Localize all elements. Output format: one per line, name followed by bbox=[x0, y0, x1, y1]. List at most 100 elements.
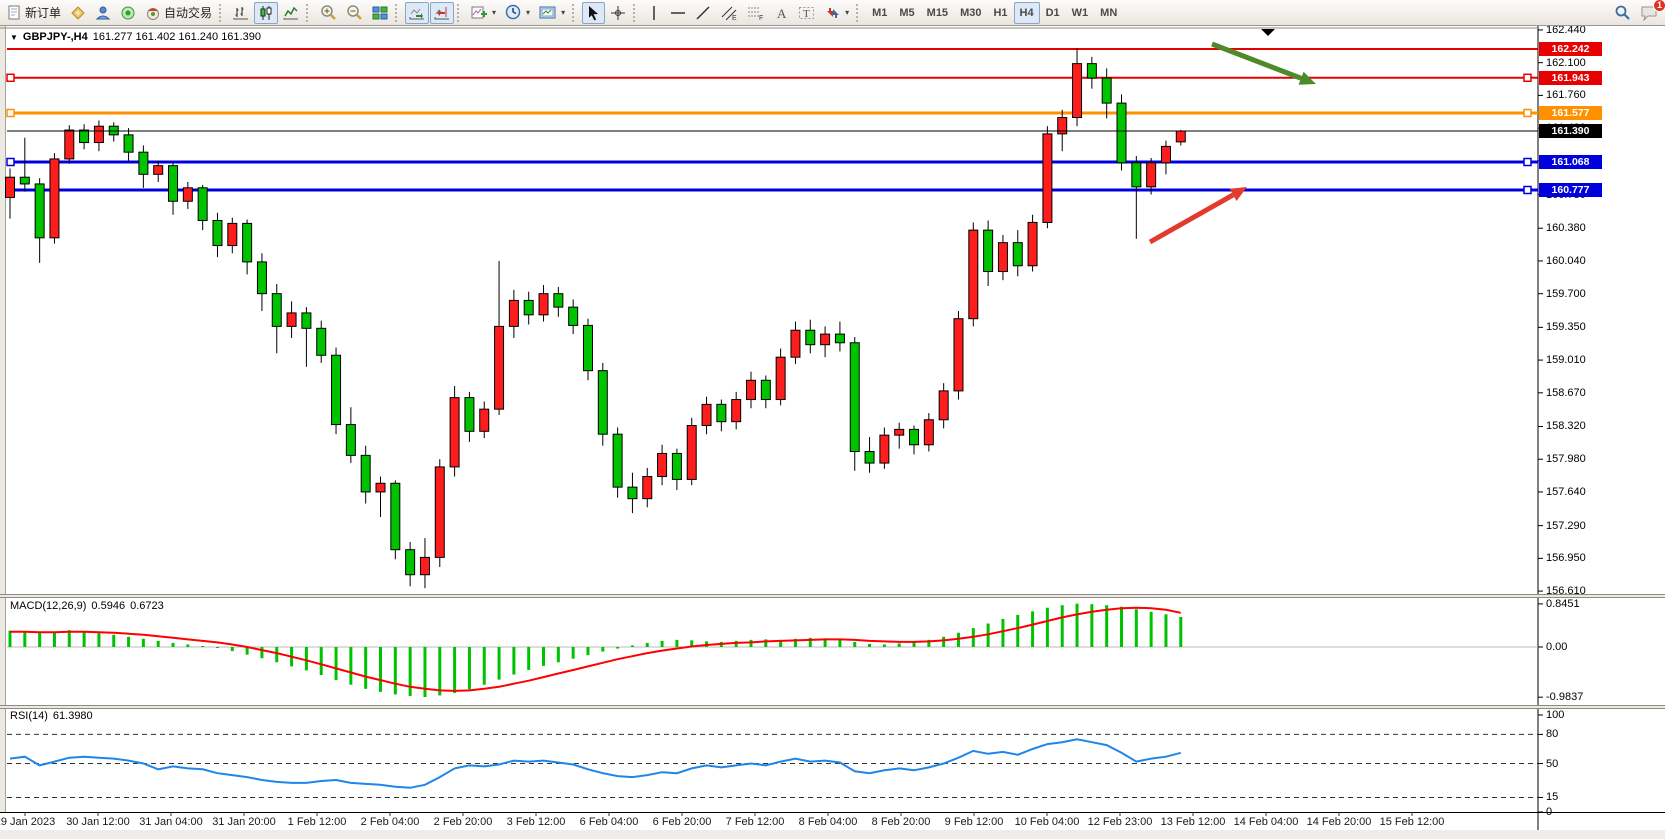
candle bbox=[997, 242, 1008, 273]
toolbar-separator bbox=[856, 3, 862, 22]
price-tick-label: 161.760 bbox=[1546, 89, 1586, 102]
auto-trading-label: 自动交易 bbox=[164, 6, 213, 20]
window-left-edge bbox=[0, 26, 6, 830]
timeframe-button-MN[interactable]: MN bbox=[1094, 2, 1123, 24]
candle bbox=[568, 306, 579, 326]
candle bbox=[1101, 77, 1112, 104]
line-handle[interactable] bbox=[1523, 108, 1532, 118]
tile-windows-button[interactable] bbox=[368, 2, 392, 24]
line-handle[interactable] bbox=[6, 108, 15, 118]
profile-button[interactable] bbox=[91, 2, 115, 24]
period-button[interactable]: ▾ bbox=[501, 2, 534, 24]
timeframe-button-M5[interactable]: M5 bbox=[893, 2, 920, 24]
candle bbox=[508, 299, 519, 327]
red-arrow[interactable] bbox=[1148, 192, 1235, 245]
chat-button[interactable]: 1 bbox=[1636, 0, 1665, 24]
new-order-button[interactable]: 新订单 bbox=[3, 2, 65, 24]
chart-shift-marker[interactable] bbox=[1261, 29, 1275, 36]
arrows-button[interactable]: ▾ bbox=[820, 2, 853, 24]
auto-trading-icon bbox=[147, 7, 160, 20]
symbol-timeframe-label: GBPJPY-,H4 bbox=[22, 31, 88, 43]
zoom-in-button[interactable] bbox=[316, 2, 341, 24]
candle bbox=[34, 183, 45, 239]
journal-button[interactable] bbox=[66, 2, 90, 24]
collapse-arrow-icon[interactable]: ▼ bbox=[10, 32, 18, 42]
candle bbox=[1086, 63, 1097, 79]
search-button[interactable] bbox=[1610, 2, 1635, 24]
indicators-button[interactable]: ▾ bbox=[467, 2, 500, 24]
auto-trading-button[interactable]: 自动交易 bbox=[141, 2, 216, 24]
candle bbox=[627, 486, 638, 500]
text-button[interactable]: A bbox=[770, 2, 793, 24]
macd-main-value: 0.5946 bbox=[91, 600, 126, 612]
date-label: 30 Jan 12:00 bbox=[66, 816, 130, 828]
vertical-line-button[interactable] bbox=[643, 2, 665, 24]
green-arrow[interactable] bbox=[1211, 41, 1302, 81]
cursor-button[interactable] bbox=[582, 1, 606, 24]
price-tick-label: 162.440 bbox=[1546, 23, 1586, 36]
crosshair-button[interactable] bbox=[606, 2, 630, 24]
text-icon: A bbox=[777, 6, 787, 21]
candle bbox=[345, 424, 356, 456]
line-handle[interactable] bbox=[6, 73, 15, 83]
candle bbox=[271, 293, 282, 327]
indicators-icon bbox=[471, 6, 488, 18]
timeframe-button-M1[interactable]: M1 bbox=[866, 2, 893, 24]
macd-signal-line bbox=[10, 606, 1181, 692]
bar-chart-icon bbox=[233, 6, 249, 19]
candle bbox=[390, 482, 401, 551]
timeframe-label: M1 bbox=[872, 6, 888, 19]
period-dropdown-caret: ▾ bbox=[526, 8, 531, 17]
timeframe-button-M15[interactable]: M15 bbox=[921, 2, 954, 24]
fibonacci-button[interactable]: F bbox=[743, 2, 769, 24]
line-chart-icon bbox=[283, 6, 299, 19]
auto-scroll-button[interactable] bbox=[405, 1, 430, 24]
candle bbox=[168, 165, 179, 202]
line-chart-button[interactable] bbox=[279, 2, 303, 24]
price-tick-label: 159.700 bbox=[1546, 287, 1586, 300]
template-button[interactable]: ▾ bbox=[535, 2, 569, 24]
candle bbox=[731, 399, 742, 423]
green-arrow-head[interactable] bbox=[1298, 71, 1316, 85]
timeframe-button-H4[interactable]: H4 bbox=[1013, 1, 1040, 24]
red-arrow-head[interactable] bbox=[1229, 187, 1247, 201]
line-handle[interactable] bbox=[1523, 157, 1532, 167]
svg-text:F: F bbox=[759, 15, 763, 21]
candle bbox=[64, 129, 75, 160]
candle bbox=[375, 482, 386, 493]
date-label: 8 Feb 04:00 bbox=[798, 816, 858, 828]
panel-separator[interactable] bbox=[0, 705, 1665, 709]
timeframe-button-M30[interactable]: M30 bbox=[954, 2, 987, 24]
text-label-button[interactable]: T bbox=[794, 2, 819, 24]
date-label: 31 Jan 04:00 bbox=[139, 816, 203, 828]
panel-separator[interactable] bbox=[0, 594, 1665, 598]
window-bottom-edge bbox=[0, 830, 1665, 839]
macd-indicator-label: MACD(12,26,9) 0.5946 0.6723 bbox=[10, 600, 164, 612]
candlestick-chart-button[interactable] bbox=[254, 1, 279, 24]
line-handle[interactable] bbox=[1523, 73, 1532, 83]
trendline-button[interactable] bbox=[691, 2, 715, 24]
rsi-axis-label: 0 bbox=[1546, 806, 1553, 818]
zoom-out-button[interactable] bbox=[342, 2, 367, 24]
timeframe-label: M30 bbox=[960, 6, 982, 19]
timeframe-button-D1[interactable]: D1 bbox=[1040, 2, 1066, 24]
date-label: 2 Feb 20:00 bbox=[433, 816, 493, 828]
line-handle[interactable] bbox=[1523, 185, 1532, 195]
horizontal-line-button[interactable] bbox=[666, 2, 690, 24]
chart-shift-button[interactable] bbox=[430, 1, 455, 24]
candle bbox=[256, 261, 267, 295]
timeframe-button-W1[interactable]: W1 bbox=[1066, 2, 1095, 24]
line-handle[interactable] bbox=[6, 157, 15, 167]
signal-button[interactable] bbox=[116, 2, 140, 24]
svg-text:T: T bbox=[803, 8, 810, 20]
bar-chart-button[interactable] bbox=[229, 2, 253, 24]
timeframe-label: H4 bbox=[1019, 6, 1034, 19]
candle bbox=[582, 324, 593, 372]
timeframe-button-H1[interactable]: H1 bbox=[987, 2, 1013, 24]
crosshair-icon bbox=[611, 5, 626, 20]
channel-button[interactable]: E bbox=[716, 2, 742, 24]
indicators-dropdown-caret: ▾ bbox=[492, 8, 497, 17]
date-label: 15 Feb 12:00 bbox=[1379, 816, 1445, 828]
price-level-badge: 160.777 bbox=[1539, 183, 1602, 197]
date-label: 29 Jan 2023 bbox=[0, 816, 56, 828]
